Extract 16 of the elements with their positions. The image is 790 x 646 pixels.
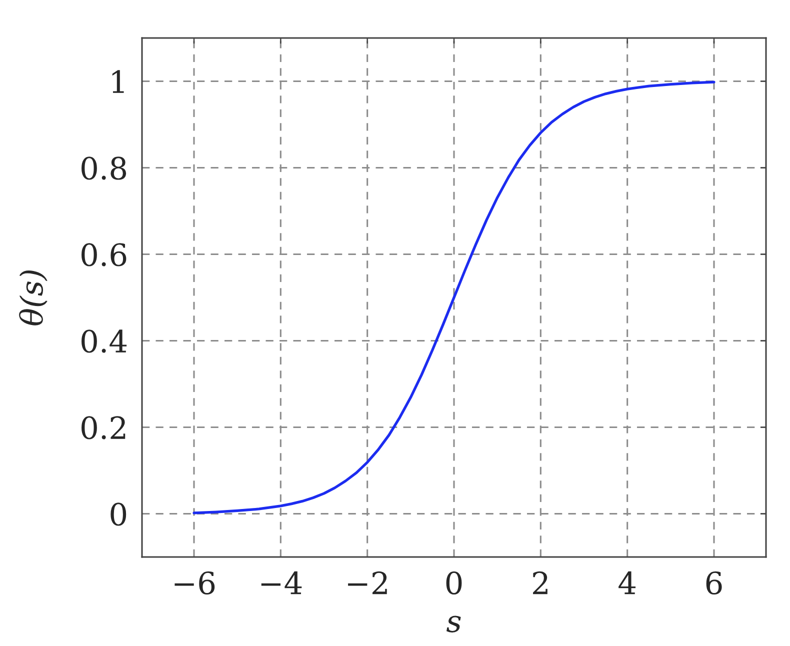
x-tick-label: 0 <box>446 571 462 595</box>
x-tick-label: 4 <box>618 571 636 594</box>
y-axis-title: θ(s) <box>19 270 48 326</box>
y-tick-label: 0.6 <box>82 243 126 266</box>
x-axis-title: s <box>446 616 461 632</box>
y-tick-label: 0.8 <box>82 156 126 180</box>
y-tick-label: 1 <box>112 70 124 93</box>
y-tick-label: 0.4 <box>82 330 127 353</box>
x-tick-label: 2 <box>533 571 548 594</box>
x-tick-label: −6 <box>174 571 215 595</box>
x-tick-label: −2 <box>348 571 387 594</box>
line-series <box>192 80 716 514</box>
x-tick-label: −4 <box>261 571 302 594</box>
y-tick-label: 0 <box>110 502 126 526</box>
y-tick-label: 0.2 <box>82 416 126 440</box>
x-tick-label: 6 <box>706 571 722 595</box>
